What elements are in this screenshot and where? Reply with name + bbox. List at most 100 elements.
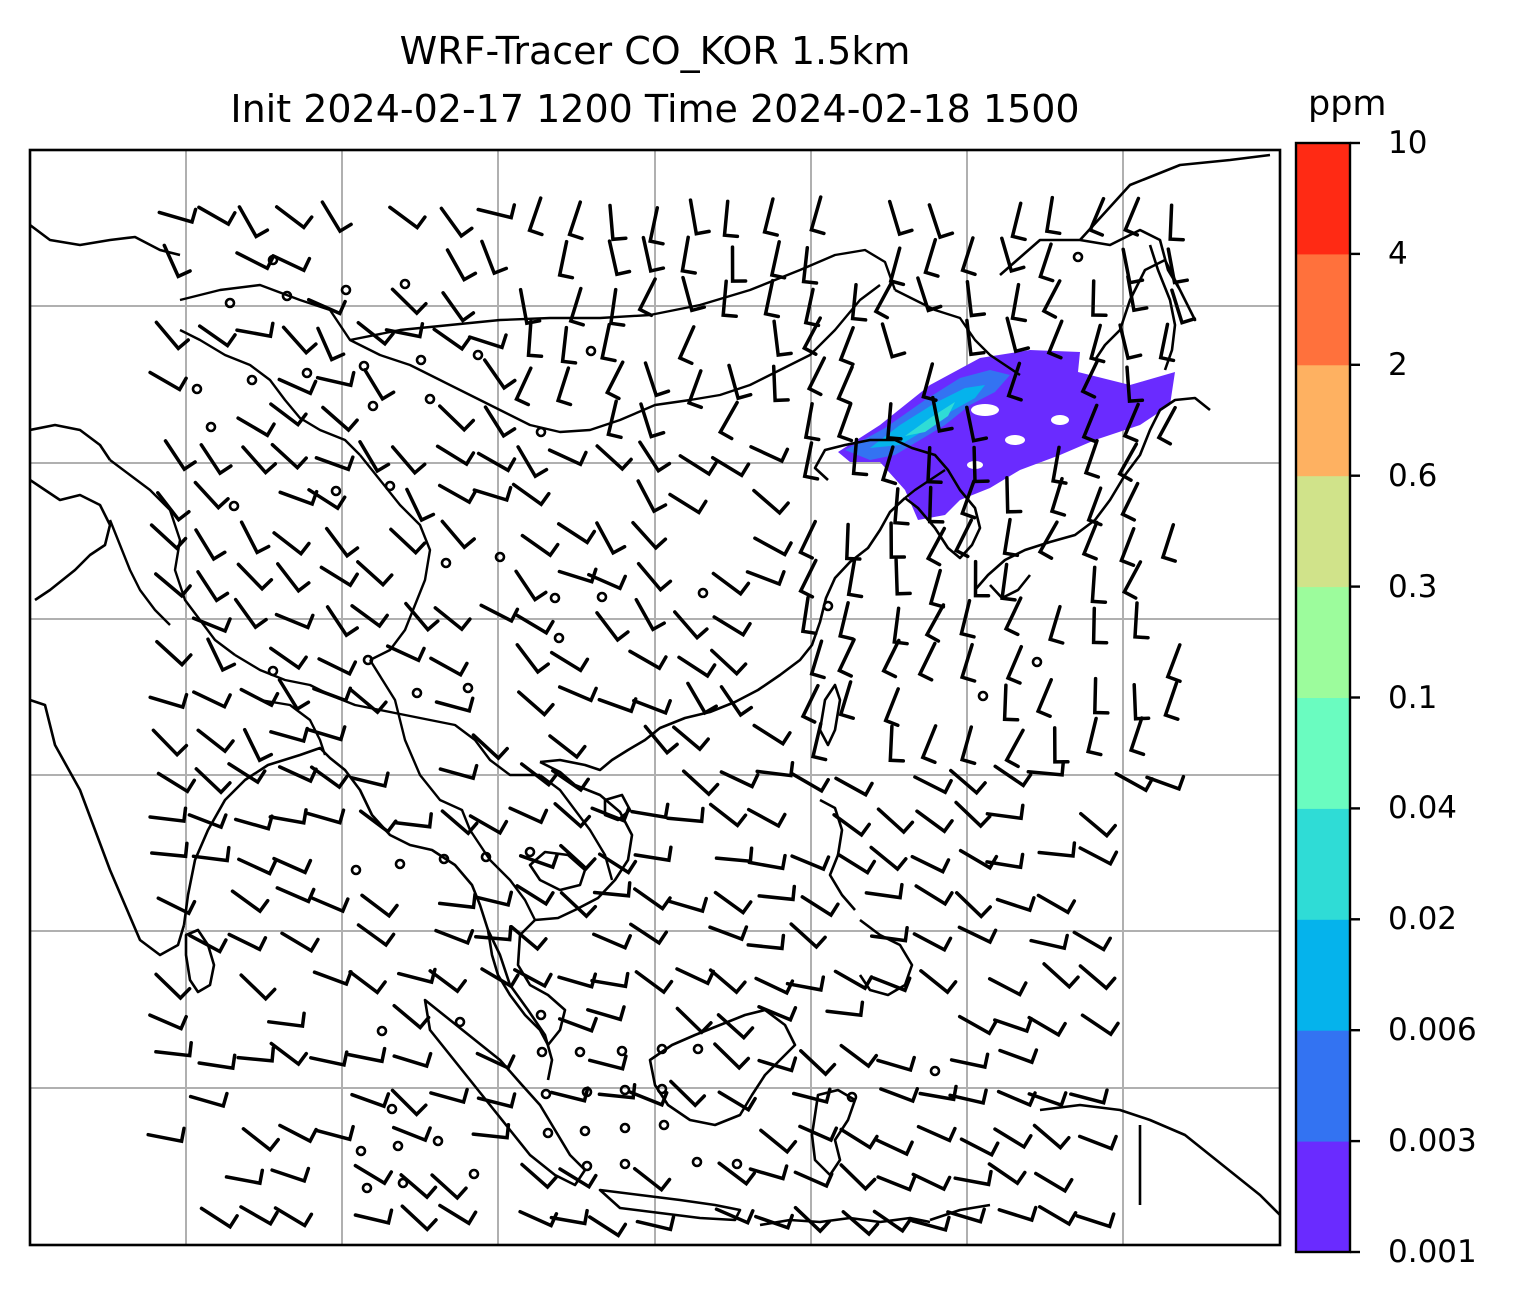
wind-barb	[635, 1215, 676, 1232]
calm-wind-marker	[619, 1122, 631, 1134]
wind-barb	[480, 967, 520, 989]
wind-barb	[437, 892, 477, 910]
wind-barb	[769, 240, 787, 280]
wind-barb	[590, 806, 631, 823]
wind-barb	[925, 526, 947, 567]
wind-barb	[985, 803, 1025, 821]
wind-barb	[746, 933, 786, 951]
wind-barb	[1118, 323, 1143, 361]
calm-wind-marker	[267, 665, 279, 677]
wind-barb	[799, 1049, 837, 1077]
colorbar-segment	[1296, 253, 1350, 366]
wind-barb	[604, 360, 625, 401]
colorbar-tick-label: 2	[1388, 346, 1408, 383]
coast-japan-kyushu	[989, 574, 1032, 600]
wind-barb	[353, 1208, 394, 1226]
wind-barb	[918, 1084, 958, 1102]
wind-barb	[959, 642, 977, 683]
wind-barb	[275, 886, 316, 904]
calm-wind-marker	[846, 1091, 858, 1103]
wind-barb	[757, 1056, 798, 1073]
wind-barb	[235, 251, 275, 271]
wind-barb	[753, 536, 793, 557]
wind-barb	[356, 923, 396, 948]
wind-barb	[894, 558, 912, 596]
wind-barb	[516, 445, 549, 479]
wind-barb	[872, 1209, 912, 1234]
wind-barb	[893, 487, 910, 526]
wind-barb	[1027, 1015, 1067, 1038]
wind-barb	[309, 1050, 349, 1067]
wind-barb	[473, 890, 514, 908]
wind-barb	[196, 728, 235, 754]
wind-barb	[1133, 601, 1150, 640]
wind-barb	[1145, 774, 1186, 792]
wind-barb	[429, 1087, 469, 1105]
wind-barb	[150, 841, 189, 859]
wind-barb	[1037, 841, 1077, 858]
wind-barb	[557, 567, 598, 584]
wind-barb	[801, 316, 822, 356]
wind-barb	[276, 562, 311, 594]
colorbar-segment	[1296, 143, 1350, 255]
wind-barb	[851, 437, 869, 477]
wind-barb	[711, 571, 751, 597]
wind-barb	[483, 405, 517, 439]
wind-barb	[1126, 274, 1149, 313]
calm-wind-marker	[361, 1182, 373, 1194]
wind-barb	[227, 932, 268, 952]
wind-barb	[629, 922, 669, 946]
wind-barb	[965, 318, 986, 357]
calm-wind-marker	[574, 1046, 586, 1058]
wind-barb	[597, 852, 638, 875]
wind-barb	[309, 896, 350, 914]
wind-barb	[916, 276, 943, 313]
calm-wind-marker	[392, 1140, 404, 1152]
wind-barb	[227, 762, 267, 785]
wind-barb	[559, 891, 598, 919]
wind-barb	[392, 1003, 431, 1030]
wind-barb	[1002, 517, 1020, 558]
wind-barb	[194, 528, 227, 562]
wind-barb	[747, 853, 787, 871]
wind-barb	[850, 283, 868, 322]
wind-barb	[356, 320, 395, 347]
wind-barb	[1037, 1205, 1078, 1227]
wind-barb	[836, 365, 854, 406]
calm-wind-marker	[658, 1119, 670, 1131]
wind-barb	[837, 637, 856, 678]
wind-barb	[394, 812, 433, 829]
wind-barb	[233, 814, 274, 831]
wind-barb	[920, 724, 938, 765]
wind-barb	[838, 601, 855, 641]
wind-barb	[949, 768, 987, 796]
wind-barb	[839, 1043, 879, 1069]
wind-barb	[350, 604, 389, 629]
wind-barb	[1170, 288, 1197, 325]
wind-barb	[191, 845, 231, 863]
wind-barb	[597, 697, 638, 714]
calm-wind-marker	[697, 587, 709, 599]
border-tibet-china	[359, 454, 432, 662]
wind-barb	[551, 768, 590, 793]
wind-barb	[1093, 676, 1110, 715]
wind-barb	[675, 967, 716, 986]
coast-sakhalin	[1148, 244, 1177, 371]
wind-barb	[595, 611, 630, 643]
coast-gulf-of-tonkin	[539, 497, 906, 772]
wind-barb	[846, 559, 864, 599]
map-title-line1: WRF-Tracer CO_KOR 1.5km	[399, 29, 911, 73]
wind-barb	[556, 522, 597, 545]
wind-barb	[197, 1053, 237, 1071]
wind-barb	[757, 1005, 798, 1023]
wind-barb	[307, 488, 347, 511]
wind-barb	[639, 402, 666, 439]
wind-barb	[1165, 643, 1182, 684]
coast-timor	[929, 1203, 991, 1222]
wind-barb	[1044, 195, 1062, 236]
wind-barb	[1034, 1171, 1074, 1194]
wind-barb	[236, 562, 274, 592]
wind-barb	[592, 932, 632, 950]
calm-wind-marker	[1072, 251, 1084, 263]
colorbar-segment	[1296, 919, 1350, 1031]
